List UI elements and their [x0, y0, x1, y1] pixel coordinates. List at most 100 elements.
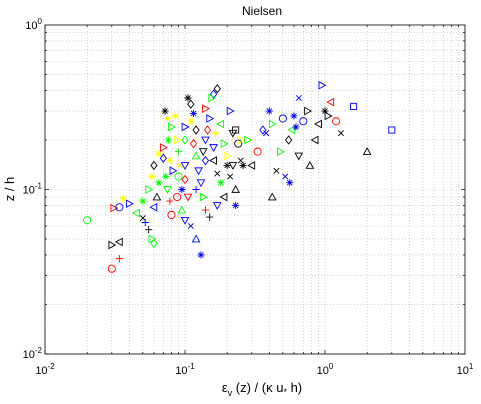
data-point-star — [162, 172, 170, 181]
data-point-tri-down — [180, 216, 190, 225]
data-point-star — [164, 136, 172, 144]
data-point-star — [155, 179, 163, 187]
data-point-cross — [295, 94, 302, 102]
data-point-tri-right — [277, 147, 285, 156]
data-point-plus — [201, 206, 210, 214]
data-point-star — [171, 112, 179, 120]
data-points — [83, 80, 396, 273]
data-point-star — [232, 201, 240, 210]
data-point-tri-right — [148, 234, 157, 244]
data-point-tri-down — [228, 162, 238, 170]
data-point-star — [292, 123, 300, 131]
data-point-tri-right — [237, 135, 246, 145]
data-point-circle — [299, 117, 308, 126]
y-axis-label: z / h — [2, 177, 17, 202]
data-point-tri-right — [202, 104, 210, 114]
data-point-circle — [278, 114, 287, 123]
data-point-plus — [115, 255, 124, 263]
data-point-tri-down — [201, 136, 210, 145]
tick-labels: 10-2 10-1 100 101 10-2 10-1 100 — [23, 17, 474, 377]
data-point-circle — [173, 192, 182, 202]
data-point-tri-up — [267, 192, 277, 201]
data-point-star — [239, 161, 247, 170]
data-point-star — [217, 179, 225, 187]
data-point-circle — [174, 172, 183, 181]
data-point-star — [265, 107, 273, 115]
data-point-star — [286, 179, 294, 187]
data-point-tri-down — [212, 202, 222, 210]
data-point-tri-left — [287, 125, 296, 135]
data-point-circle — [332, 117, 341, 126]
data-point-tri-left — [326, 97, 335, 107]
data-point-tri-right — [108, 240, 117, 250]
data-point-diamond — [150, 238, 158, 249]
data-point-diamond — [159, 153, 167, 163]
data-point-tri-down — [209, 144, 218, 153]
data-point-tri-down — [180, 162, 190, 170]
data-point-diamond — [201, 155, 210, 166]
data-point-star — [321, 107, 329, 115]
data-point-tri-left — [314, 119, 322, 129]
data-point-diamond — [181, 135, 189, 145]
data-point-tri-up — [191, 234, 201, 243]
data-point-tri-up — [152, 192, 162, 201]
data-point-star — [155, 150, 163, 158]
data-point-tri-right — [220, 139, 229, 149]
data-point-cross — [214, 170, 221, 177]
x-axis-label-end: h) — [287, 380, 302, 395]
data-point-star — [163, 114, 172, 123]
data-point-diamond — [209, 89, 218, 99]
data-point-cross — [237, 157, 244, 164]
data-point-tri-down — [294, 152, 304, 161]
data-point-tri-right — [268, 119, 277, 129]
data-point-diamond — [150, 160, 158, 171]
data-point-star — [139, 197, 147, 205]
y-tick-label: 100 — [25, 17, 42, 32]
data-point-square — [350, 102, 358, 110]
data-point-tri-right — [159, 143, 168, 152]
data-point-tri-left — [247, 161, 256, 170]
data-point-tri-up — [231, 184, 241, 193]
data-point-tri-down — [198, 148, 208, 157]
data-point-tri-up — [177, 205, 187, 214]
data-point-tri-down — [163, 186, 172, 195]
data-point-cross — [282, 173, 289, 180]
data-point-star — [189, 109, 198, 118]
data-point-plus — [166, 197, 174, 205]
data-point-tri-down — [194, 167, 203, 176]
data-point-tri-down — [196, 179, 206, 188]
data-point-tri-right — [244, 135, 253, 145]
data-point-diamond — [203, 125, 212, 135]
data-point-tri-left — [131, 208, 140, 218]
data-point-star — [290, 112, 298, 120]
data-point-diamond — [213, 84, 221, 94]
data-point-tri-up — [362, 147, 372, 155]
data-point-star — [211, 129, 220, 137]
data-point-tri-left — [149, 202, 158, 212]
data-point-diamond — [189, 138, 198, 149]
x-axis-label-main: ε — [222, 380, 228, 395]
y-tick-label: 10-2 — [23, 346, 43, 361]
data-point-circle — [167, 210, 176, 220]
data-point-tri-right — [318, 80, 327, 90]
data-point-cross — [337, 130, 344, 137]
data-point-cross — [139, 215, 146, 222]
x-axis-label-rest: (z) / (κ u — [236, 380, 284, 395]
data-point-plus — [192, 185, 200, 194]
x-axis-label: εv (z) / (κ u* h) — [222, 380, 302, 398]
data-point-star — [223, 161, 231, 170]
data-point-cross — [263, 130, 270, 137]
data-point-tri-left — [216, 119, 225, 129]
data-point-cross — [273, 167, 280, 174]
data-point-tri-left — [219, 192, 228, 202]
data-point-diamond — [285, 135, 293, 145]
data-point-tri-right — [324, 111, 333, 121]
x-axis-label-subscript: v — [228, 388, 233, 398]
data-point-plus — [145, 226, 153, 234]
data-point-cross — [227, 173, 234, 180]
data-point-star — [161, 107, 169, 115]
data-point-tri-down — [183, 193, 193, 202]
y-tick-label: 10-1 — [23, 182, 43, 197]
data-point-circle — [253, 147, 262, 156]
